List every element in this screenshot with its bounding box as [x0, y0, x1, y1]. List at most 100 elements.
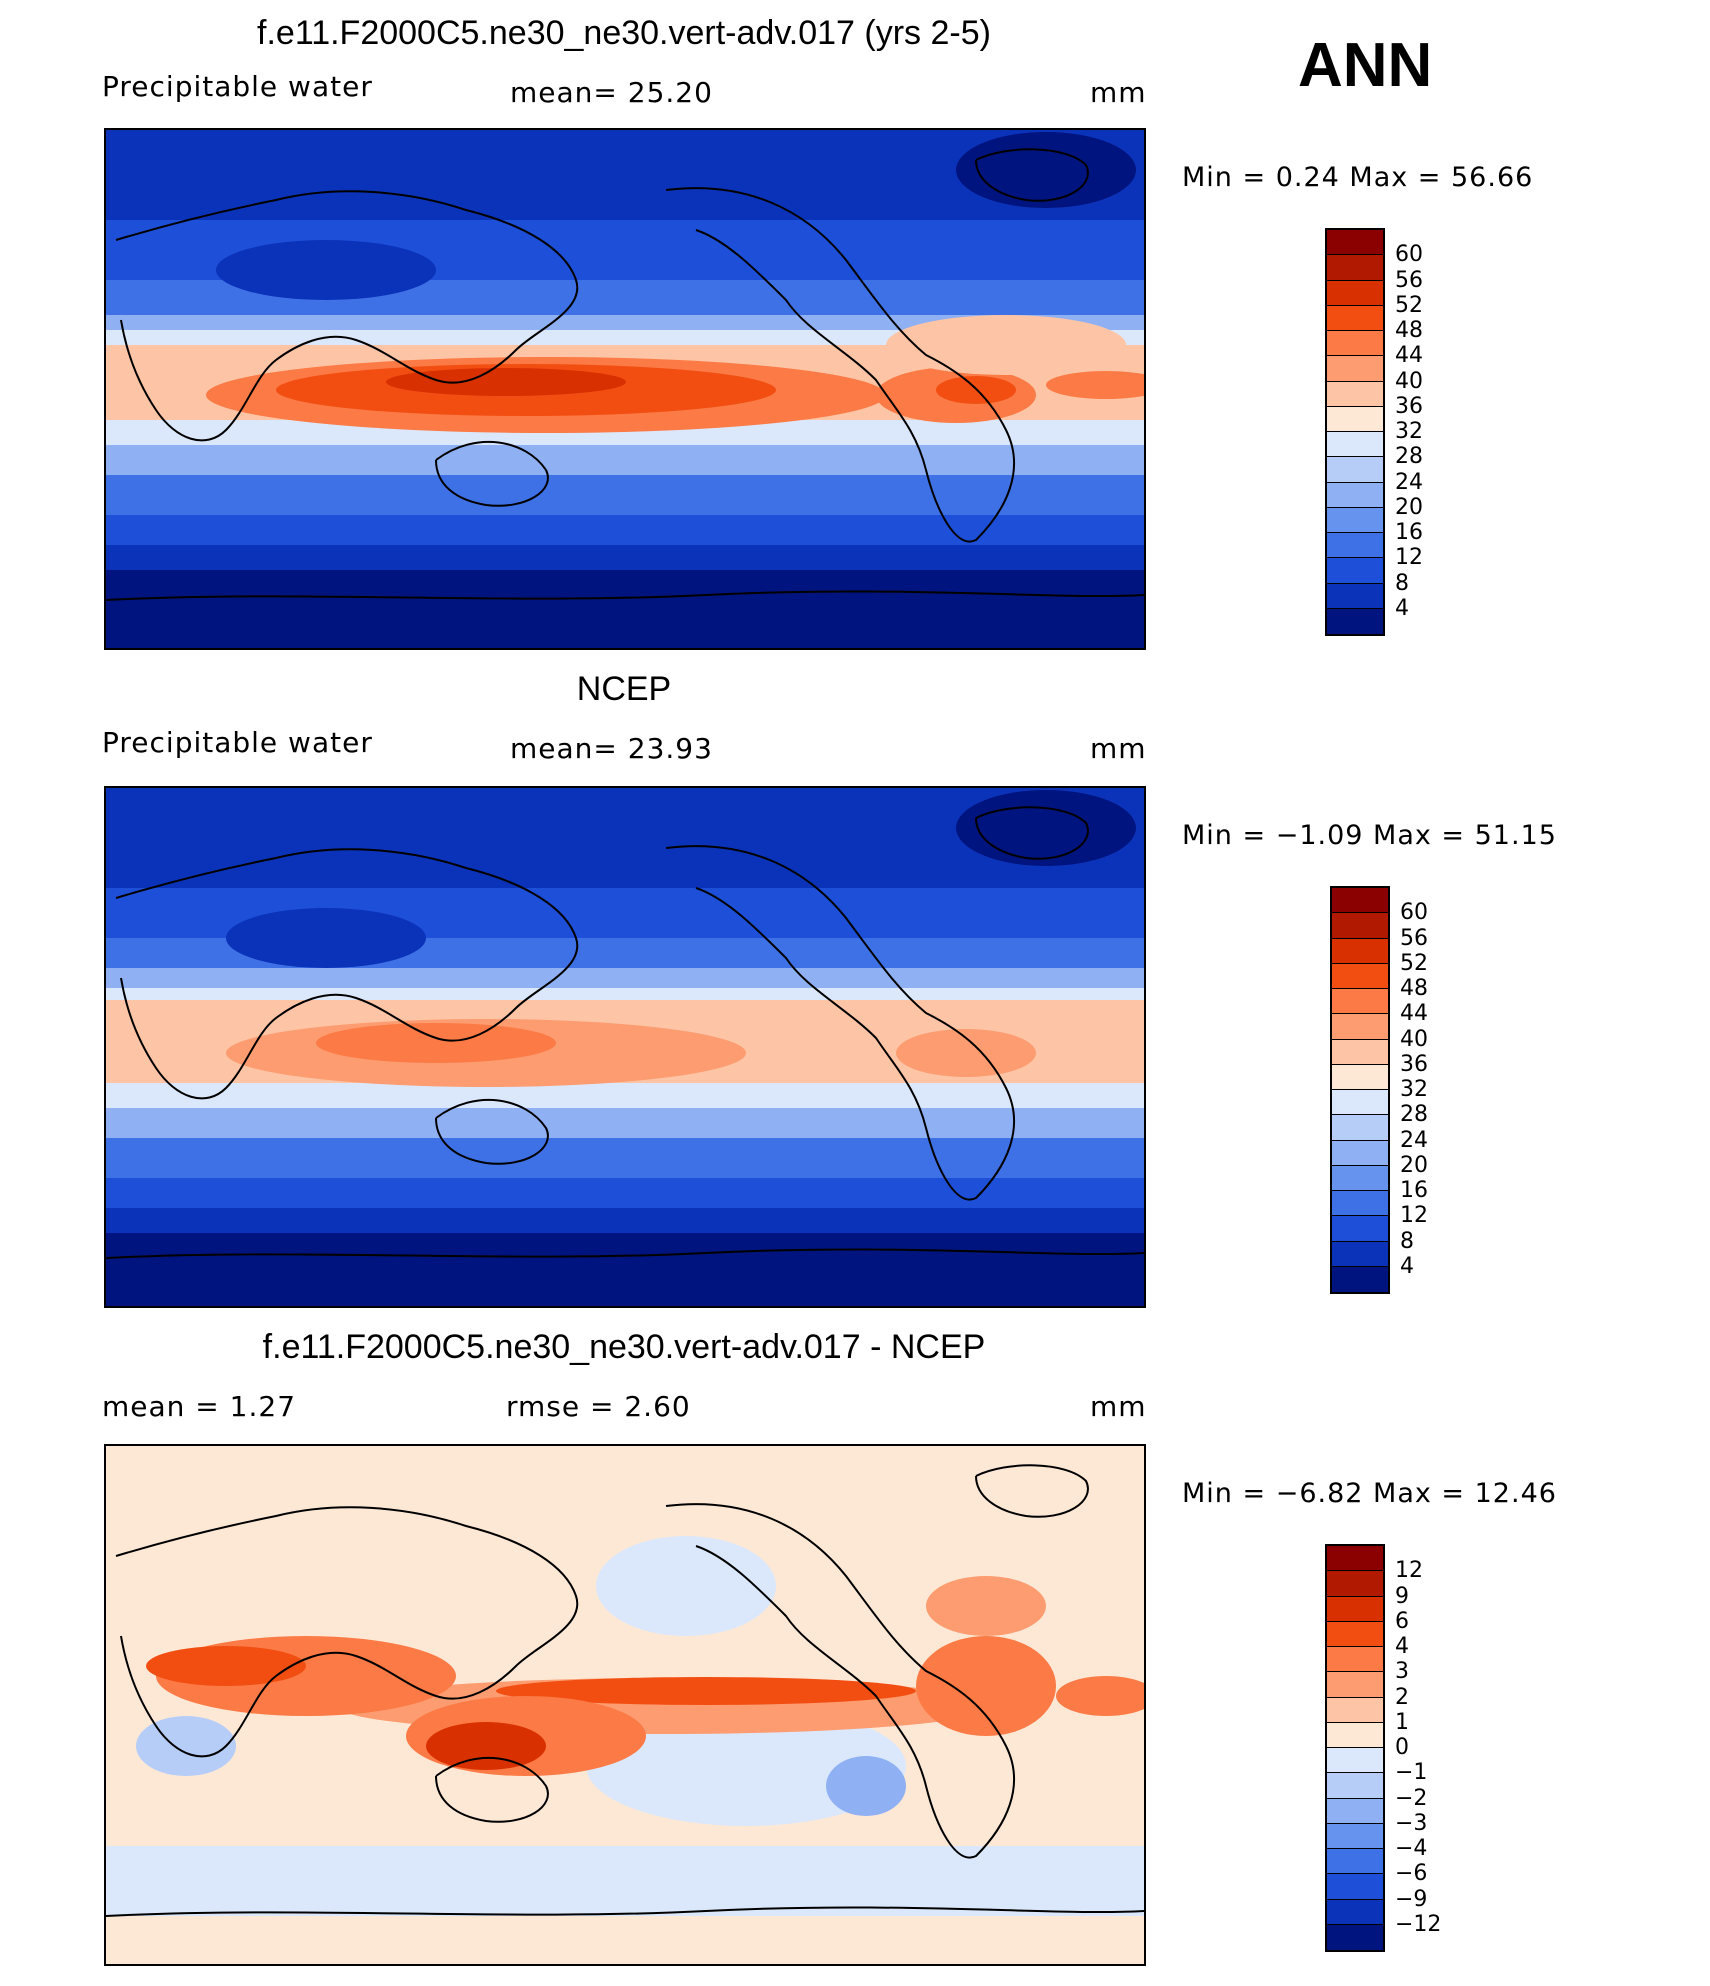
colorbar-tick-label: 8 — [1395, 570, 1409, 596]
colorbar-swatch — [1327, 255, 1383, 281]
panel-1-units: mm — [1090, 76, 1147, 109]
colorbar-swatch — [1327, 533, 1383, 559]
colorbar-tick-label: 24 — [1400, 1127, 1428, 1153]
panel-3-map — [104, 1444, 1146, 1966]
colorbar-swatch — [1327, 305, 1383, 331]
colorbar-swatch — [1327, 280, 1383, 306]
colorbar-tick-label: 20 — [1395, 494, 1423, 520]
colorbar-swatch — [1332, 888, 1388, 914]
panel-1-map — [104, 128, 1146, 650]
colorbar-swatch — [1332, 913, 1388, 939]
colorbar-tick-label: 3 — [1395, 1659, 1409, 1685]
colorbar-swatch — [1327, 482, 1383, 508]
panel-1-colorbar-swatches — [1327, 230, 1383, 634]
colorbar-swatch — [1327, 1798, 1383, 1824]
colorbar-swatch — [1327, 406, 1383, 432]
colorbar-tick-label: 56 — [1395, 267, 1423, 293]
season-label: ANN — [1298, 31, 1433, 100]
colorbar-swatch — [1332, 1140, 1388, 1166]
colorbar-swatch — [1327, 1849, 1383, 1875]
colorbar-tick-label: 48 — [1395, 318, 1423, 343]
panel-2-title: NCEP — [576, 670, 672, 708]
colorbar-swatch — [1327, 558, 1383, 584]
colorbar-swatch — [1332, 989, 1388, 1015]
panel-3-colorbar-swatches — [1327, 1546, 1383, 1950]
colorbar-tick-label: 12 — [1395, 1558, 1423, 1584]
colorbar-tick-label: 40 — [1395, 368, 1423, 394]
colorbar-swatch — [1327, 1899, 1383, 1925]
colorbar-tick-label: −12 — [1395, 1911, 1442, 1937]
panel-2-map-svg — [106, 788, 1144, 1306]
colorbar-swatch — [1332, 1165, 1388, 1191]
panel-1-colorbar — [1325, 228, 1385, 636]
colorbar-tick-label: 56 — [1400, 925, 1428, 951]
panel-2-minmax: Min = −1.09 Max = 51.15 — [1182, 820, 1557, 851]
colorbar-tick-label: 4 — [1395, 1634, 1409, 1659]
colorbar-swatch — [1327, 1748, 1383, 1774]
colorbar-tick-label: 28 — [1395, 444, 1423, 470]
colorbar-tick-label: −4 — [1395, 1836, 1428, 1861]
panel-2-colorbar-swatches — [1332, 888, 1388, 1292]
colorbar-swatch — [1327, 457, 1383, 483]
panel-3-title: f.e11.F2000C5.ne30_ne30.vert-adv.017 - N… — [262, 1328, 986, 1366]
colorbar-tick-label: 12 — [1400, 1203, 1428, 1229]
colorbar-swatch — [1332, 938, 1388, 964]
colorbar-tick-label: 4 — [1400, 1253, 1414, 1279]
panel-2-mean-label: mean= 23.93 — [510, 732, 713, 765]
colorbar-tick-label: 4 — [1395, 595, 1409, 621]
colorbar-tick-label: 52 — [1395, 292, 1423, 318]
colorbar-swatch — [1332, 1064, 1388, 1090]
colorbar-tick-label: 16 — [1395, 520, 1423, 545]
colorbar-swatch — [1327, 583, 1383, 609]
colorbar-tick-label: 1 — [1395, 1709, 1409, 1735]
colorbar-swatch — [1327, 331, 1383, 357]
colorbar-swatch — [1332, 1014, 1388, 1040]
panel-3-map-svg — [106, 1446, 1144, 1964]
colorbar-swatch — [1332, 1039, 1388, 1065]
colorbar-tick-label: −6 — [1395, 1861, 1428, 1887]
panel-1-mean-label: mean= 25.20 — [510, 76, 713, 109]
colorbar-swatch — [1332, 1191, 1388, 1217]
colorbar-swatch — [1327, 1571, 1383, 1597]
colorbar-swatch — [1332, 1090, 1388, 1116]
colorbar-swatch — [1327, 1647, 1383, 1673]
colorbar-tick-label: 36 — [1400, 1051, 1428, 1077]
colorbar-tick-label: 40 — [1400, 1026, 1428, 1052]
colorbar-swatch — [1327, 1924, 1383, 1950]
colorbar-tick-label: 8 — [1400, 1228, 1414, 1254]
colorbar-tick-label: 32 — [1395, 419, 1423, 444]
panel-3-colorbar — [1325, 1544, 1385, 1952]
colorbar-tick-label: 36 — [1395, 393, 1423, 419]
colorbar-tick-label: 44 — [1400, 1001, 1428, 1027]
colorbar-tick-label: −2 — [1395, 1785, 1428, 1811]
colorbar-tick-label: 20 — [1400, 1152, 1428, 1178]
colorbar-swatch — [1327, 1773, 1383, 1799]
colorbar-tick-label: 44 — [1395, 343, 1423, 369]
panel-1-title: f.e11.F2000C5.ne30_ne30.vert-adv.017 (yr… — [257, 14, 991, 52]
colorbar-tick-label: −9 — [1395, 1886, 1428, 1912]
colorbar-tick-label: 32 — [1400, 1077, 1428, 1102]
colorbar-swatch — [1327, 432, 1383, 458]
colorbar-swatch — [1332, 1115, 1388, 1141]
colorbar-swatch — [1327, 1823, 1383, 1849]
colorbar-tick-label: 12 — [1395, 545, 1423, 571]
colorbar-tick-label: 52 — [1400, 950, 1428, 976]
colorbar-swatch — [1327, 1697, 1383, 1723]
colorbar-tick-label: 60 — [1395, 242, 1423, 268]
colorbar-swatch — [1332, 1266, 1388, 1292]
colorbar-swatch — [1327, 1596, 1383, 1622]
colorbar-swatch — [1327, 1672, 1383, 1698]
colorbar-tick-label: 9 — [1395, 1583, 1409, 1609]
colorbar-swatch — [1327, 507, 1383, 533]
panel-2-map — [104, 786, 1146, 1308]
panel-1-variable-label: Precipitable water — [102, 70, 373, 103]
colorbar-tick-label: 24 — [1395, 469, 1423, 495]
colorbar-swatch — [1327, 1621, 1383, 1647]
panel-3-rmse-label: rmse = 2.60 — [506, 1390, 691, 1423]
colorbar-tick-label: 60 — [1400, 900, 1428, 926]
colorbar-tick-label: 48 — [1400, 976, 1428, 1001]
colorbar-swatch — [1327, 1546, 1383, 1572]
colorbar-tick-label: −3 — [1395, 1810, 1428, 1836]
colorbar-swatch — [1332, 1216, 1388, 1242]
panel-2-variable-label: Precipitable water — [102, 726, 373, 759]
